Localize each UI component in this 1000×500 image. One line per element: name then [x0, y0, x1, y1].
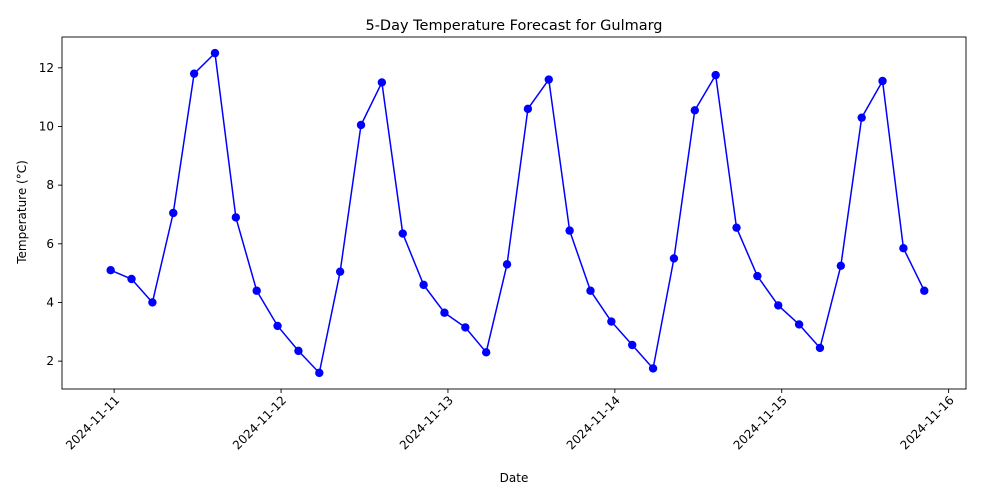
- temperature-data-point: [419, 280, 428, 290]
- temperature-series-line: [110, 52, 925, 374]
- temperature-data-point: [711, 70, 720, 80]
- temperature-data-point: [794, 320, 804, 329]
- temperature-data-point: [252, 286, 261, 295]
- temperature-data-point: [461, 323, 470, 332]
- temperature-data-point: [753, 271, 762, 281]
- y-tick-label: 10: [39, 119, 54, 133]
- temperature-data-point: [189, 69, 199, 78]
- x-tick-label: 2024-11-15: [731, 393, 790, 452]
- y-tick-label: 2: [46, 354, 54, 368]
- x-axis-label: Date: [500, 471, 529, 485]
- temperature-data-point: [315, 368, 324, 378]
- x-tick-label: 2024-11-16: [898, 393, 957, 452]
- temperature-data-point: [544, 75, 553, 84]
- temperature-data-point: [294, 346, 303, 356]
- temperature-data-point: [607, 317, 616, 326]
- temperature-data-point: [169, 208, 178, 218]
- y-tick-label: 6: [46, 237, 54, 251]
- temperature-data-point: [273, 321, 282, 331]
- y-tick-label: 12: [39, 61, 54, 75]
- temperature-data-point: [106, 266, 115, 275]
- temperature-data-point: [440, 308, 449, 317]
- x-tick-label: 2024-11-14: [564, 393, 623, 452]
- temperature-data-point: [481, 348, 491, 357]
- temperature-data-point: [690, 106, 699, 115]
- y-tick-label: 4: [46, 295, 54, 309]
- temperature-data-point: [210, 48, 220, 58]
- temperature-data-point: [586, 286, 595, 295]
- temperature-data-point: [231, 213, 241, 222]
- x-tick-label: 2024-11-13: [397, 393, 456, 452]
- temperature-data-point: [565, 226, 574, 235]
- temperature-data-point: [857, 113, 866, 122]
- temperature-data-point: [774, 301, 783, 310]
- temperature-data-point: [648, 364, 658, 373]
- temperature-data-point: [836, 261, 846, 270]
- temperature-data-point: [899, 244, 908, 253]
- temperature-data-point: [335, 267, 345, 276]
- temperature-data-point: [732, 223, 741, 232]
- y-axis-label: Temperature (°C): [15, 160, 29, 265]
- x-tick-label: 2024-11-11: [63, 393, 122, 452]
- y-tick-label: 8: [46, 178, 54, 192]
- temperature-data-point: [356, 120, 366, 130]
- plot-area: 2 4 6 8 10 12 2024-11-11 2024-11-12 2024-11-13 20…: [39, 36, 967, 452]
- temperature-data-point: [502, 260, 512, 269]
- chart-title: 5-Day Temperature Forecast for Gulmarg: [365, 18, 662, 34]
- temperature-data-point: [920, 286, 929, 295]
- plot-frame: [61, 36, 967, 390]
- temperature-data-point: [628, 340, 637, 350]
- temperature-data-point: [878, 76, 887, 86]
- temperature-data-point: [127, 274, 136, 284]
- x-tick-label: 2024-11-12: [230, 393, 289, 452]
- temperature-data-point: [523, 104, 533, 114]
- temperature-data-point: [148, 298, 157, 307]
- temperature-data-point: [377, 78, 387, 87]
- temperature-data-point: [815, 343, 825, 353]
- temperature-data-point: [669, 254, 679, 263]
- temperature-data-point: [398, 229, 407, 238]
